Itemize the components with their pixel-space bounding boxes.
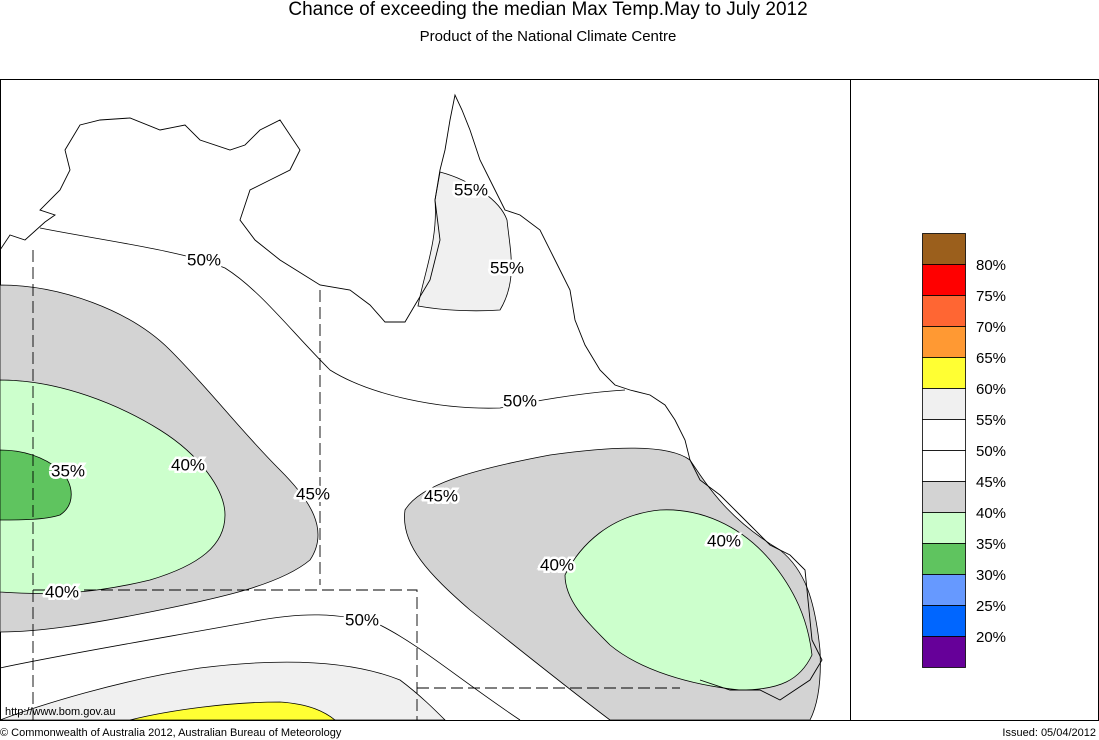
contour-label: 45% [424, 486, 458, 505]
legend-label: 60% [976, 381, 1006, 398]
legend-swatch [922, 295, 966, 327]
legend-frame [850, 79, 1099, 721]
legend-swatch [922, 636, 966, 668]
legend: 80% 75% 70% 65% 60% 55% 50% 45% 40% 35% 30% 25% 20% [922, 233, 1006, 668]
legend-label: 30% [976, 567, 1006, 584]
contour-label: 55% [454, 180, 488, 199]
contour-label: 45% [296, 484, 330, 503]
issued: Issued: 05/04/2012 [1002, 727, 1096, 739]
region-55 [417, 171, 512, 312]
map-panel: 55% 55% 50% 50% 50% 45% 45% 40% 40% 40% 40% 35% htt… [0, 79, 851, 721]
legend-swatch [922, 357, 966, 389]
state-borders [32, 250, 680, 720]
legend-label: 35% [976, 536, 1006, 553]
title: Chance of exceeding the median Max Temp.… [288, 0, 807, 20]
region-40 [0, 379, 226, 594]
contour-label: 50% [345, 610, 379, 629]
contour-label: 40% [707, 531, 741, 550]
legend-label: 40% [976, 505, 1006, 522]
copyright: © Commonwealth of Australia 2012, Austra… [0, 727, 342, 739]
legend-swatch [922, 233, 966, 265]
legend-swatch [922, 605, 966, 637]
region-60 [129, 701, 337, 721]
legend-swatch [922, 481, 966, 513]
legend-label: 20% [976, 629, 1006, 646]
legend-label: 50% [976, 443, 1006, 460]
contour-labels: 55% 55% 50% 50% 50% 45% 45% 40% 40% 40% 40% 35% [42, 178, 743, 632]
contour-label: 40% [45, 582, 79, 601]
legend-label: 45% [976, 474, 1006, 491]
legend-label: 75% [976, 288, 1006, 305]
legend-label: 25% [976, 598, 1006, 615]
coastline [0, 93, 823, 701]
contour-50 [39, 227, 626, 409]
contour-label: 55% [490, 258, 524, 277]
legend-swatch [922, 574, 966, 606]
legend-label: 65% [976, 350, 1006, 367]
legend-label: 80% [976, 257, 1006, 274]
legend-label: 55% [976, 412, 1006, 429]
legend-label: 70% [976, 319, 1006, 336]
contour-label: 50% [187, 250, 221, 269]
contour-label: 40% [540, 555, 574, 574]
legend-swatch [922, 419, 966, 451]
legend-swatch [922, 512, 966, 544]
region-40-east [564, 509, 813, 691]
legend-swatch [922, 450, 966, 482]
subtitle: Product of the National Climate Centre [420, 28, 677, 45]
contour-label: 40% [171, 455, 205, 474]
url: http://www.bom.gov.au [5, 706, 115, 718]
legend-swatch [922, 326, 966, 358]
contour-label: 50% [503, 391, 537, 410]
legend-swatch [922, 543, 966, 575]
legend-swatch [922, 388, 966, 420]
legend-swatch [922, 264, 966, 296]
contour-label: 35% [51, 461, 85, 480]
contour-50-south [0, 614, 521, 721]
